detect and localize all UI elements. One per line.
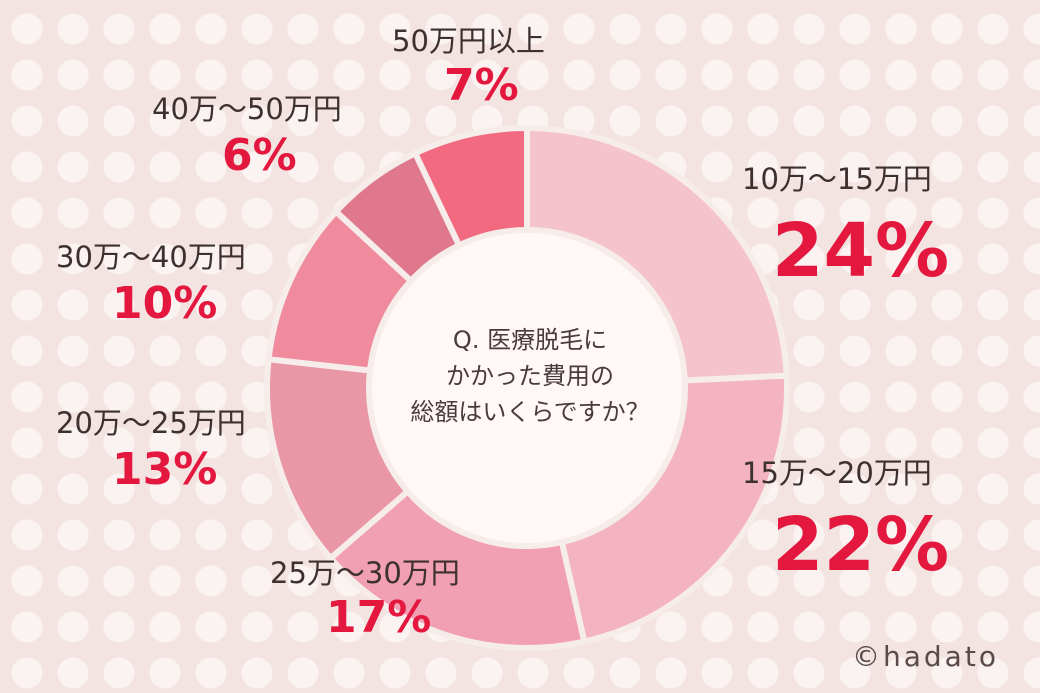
slice-label-40-50: 40万〜50万円 (152, 92, 342, 126)
slice-6 (411, 124, 530, 250)
slice-value-15-20: 22% (772, 502, 950, 588)
question-line-3: 総額はいくらですか？ (410, 398, 650, 426)
slice-value-50-plus: 7% (444, 60, 519, 111)
copyright-credit: ©hadato (852, 640, 999, 673)
question-text: Q. 医療脱毛に かかった費用の 総額はいくらですか？ (380, 322, 680, 430)
slice-value-40-50: 6% (222, 130, 297, 181)
slice-value-20-25: 13% (112, 444, 218, 495)
slice-value-30-40: 10% (112, 278, 218, 329)
donut-center (369, 230, 685, 546)
slice-label-30-40: 30万〜40万円 (56, 240, 246, 274)
question-line-1: Q. 医療脱毛に (452, 326, 608, 354)
slice-value-25-30: 17% (326, 592, 432, 643)
slice-1 (558, 372, 790, 646)
slice-label-10-15: 10万〜15万円 (742, 162, 932, 196)
slice-label-15-20: 15万〜20万円 (742, 456, 932, 490)
slice-label-20-25: 20万〜25万円 (56, 406, 246, 440)
slice-label-25-30: 25万〜30万円 (270, 556, 460, 590)
slice-0 (524, 124, 790, 384)
question-line-2: かかった費用の (446, 362, 614, 390)
slice-label-50-plus: 50万円以上 (392, 24, 545, 58)
slice-value-10-15: 24% (772, 208, 950, 294)
